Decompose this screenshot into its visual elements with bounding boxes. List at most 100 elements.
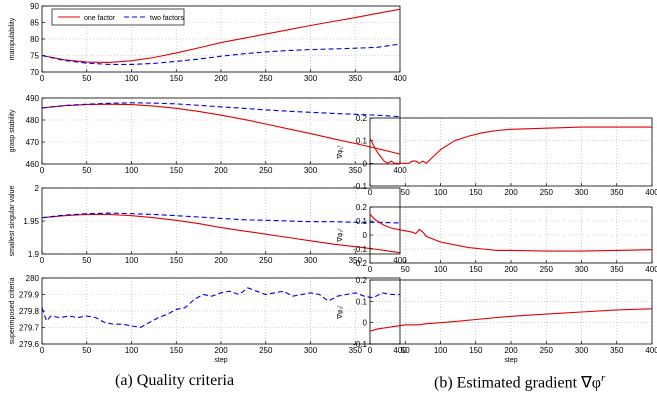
y-tick-label: 0.2 [356,114,368,123]
x-tick-label: 250 [540,265,554,274]
x-tick-label: 400 [645,188,657,197]
y-axis-label: grasp stability [9,109,16,152]
series-line-1 [41,287,400,329]
y-tick-label: 490 [26,94,40,103]
x-axis-label: step [504,357,517,364]
chart-gradient-1: 0 50 100 150 200 250 300 350 400-0.100.10.2∇φ₁ʳ [336,114,657,197]
y-tick-label: 0.1 [356,217,368,226]
series-line-1 [41,103,401,155]
legend: one factor two factors [51,8,185,26]
x-tick-label: 100 [125,166,139,175]
x-tick-label: 150 [170,166,184,175]
x-tick-label: 150 [469,188,483,197]
x-tick-label: 300 [304,74,318,83]
x-tick-label: 200 [214,346,228,355]
x-tick-label: 0 [368,265,373,274]
y-axis-label: superimposed criteria [9,277,16,344]
x-tick-label: 150 [469,265,483,274]
caption-gradient-superscript: r [601,372,606,384]
y-tick-label: 0 [363,159,368,168]
y-tick-label: 80 [30,35,39,44]
x-tick-label: 350 [610,265,624,274]
figure: 0 50 100 150 200 250 300 350 4007075808590manipu… [9,2,657,364]
x-tick-label: 300 [575,346,589,355]
y-tick-label: 0 [363,231,368,240]
y-tick-label: 1.9 [28,250,40,259]
chart-superimposed-criteria: 0 50 100 150 200 250 300 350 400 279.6 279.7 279.8 2… [9,274,407,364]
y-tick-label: 0.2 [356,203,368,212]
x-tick-label: 0 [40,166,45,175]
x-tick-label: 150 [170,74,184,83]
y-tick-label: 460 [26,160,40,169]
x-tick-label: 350 [610,346,624,355]
x-tick-label: 300 [304,256,318,265]
series-line-one-factor [41,8,401,63]
y-tick-label: 0 [363,319,368,328]
y-axis-label: ∇φ₂ʳ [336,228,344,243]
y-tick-label: 279.9 [19,291,40,300]
x-tick-label: 300 [575,188,589,197]
x-tick-label: 50 [401,346,410,355]
y-tick-label: 470 [26,138,40,147]
x-tick-label: 200 [214,256,228,265]
series-line-1 [369,126,652,164]
x-axis-label: step [214,357,227,364]
y-axis-label: manipulability [9,17,16,60]
x-tick-label: 150 [469,346,483,355]
y-tick-label: 85 [30,19,39,28]
y-tick-label: -0.1 [353,340,367,349]
x-tick-label: 50 [82,74,91,83]
x-tick-label: 200 [214,74,228,83]
caption-quality-criteria: (a) Quality criteria [115,372,235,389]
x-tick-label: 0 [40,74,45,83]
x-tick-label: 350 [349,166,363,175]
x-tick-label: 150 [170,346,184,355]
series-line-two-factors [41,43,401,65]
series-line-1 [369,308,653,332]
x-tick-label: 200 [504,346,518,355]
x-tick-label: 350 [349,256,363,265]
chart-gradient-2: 0 50 100 150 200 250 300 350 400 -0.2 -0.1 0 0.1 0.2 ∇… [336,203,657,274]
x-tick-label: 150 [170,256,184,265]
x-tick-label: 300 [304,166,318,175]
y-tick-label: 75 [30,52,39,61]
x-tick-label: 50 [82,346,91,355]
x-tick-label: 100 [125,74,139,83]
x-tick-label: 50 [401,188,410,197]
y-tick-label: 480 [26,116,40,125]
x-tick-label: 200 [504,188,518,197]
y-tick-label: -0.2 [353,259,367,268]
legend-label: two factors [150,15,184,22]
x-tick-label: 400 [393,74,407,83]
y-axis-label: smallest singular value [9,185,16,256]
caption-estimated-gradient: (b) Estimated gradient ∇φr [434,372,605,392]
x-tick-label: 400 [393,166,407,175]
series-line-2 [41,212,401,224]
x-tick-label: 0 [40,346,45,355]
x-tick-label: 350 [610,188,624,197]
x-tick-label: 100 [125,256,139,265]
chart-gradient-3: 0 50 100 150 200 250 300 350 400-0.100.10.2∇φ₃ʳs… [336,276,657,364]
y-tick-label: 0.1 [356,297,368,306]
x-tick-label: 100 [434,188,448,197]
x-tick-label: 250 [259,74,273,83]
x-tick-label: 400 [393,346,407,355]
x-tick-label: 250 [540,188,554,197]
x-tick-label: 350 [349,346,363,355]
y-axis-label: ∇φ₁ʳ [336,145,344,160]
x-tick-label: 0 [368,346,373,355]
y-tick-label: 279.6 [19,340,40,349]
x-tick-label: 250 [540,346,554,355]
x-tick-label: 250 [259,256,273,265]
x-tick-label: 300 [304,346,318,355]
y-axis-label: ∇φ₃ʳ [336,305,344,320]
x-tick-label: 50 [82,256,91,265]
x-tick-label: 0 [40,256,45,265]
y-tick-label: 90 [30,2,39,11]
y-tick-label: 280 [26,274,40,283]
series-line-2 [41,102,401,118]
x-tick-label: 100 [125,346,139,355]
y-tick-label: 279.7 [19,324,40,333]
x-tick-label: 300 [575,265,589,274]
x-tick-label: 100 [434,265,448,274]
